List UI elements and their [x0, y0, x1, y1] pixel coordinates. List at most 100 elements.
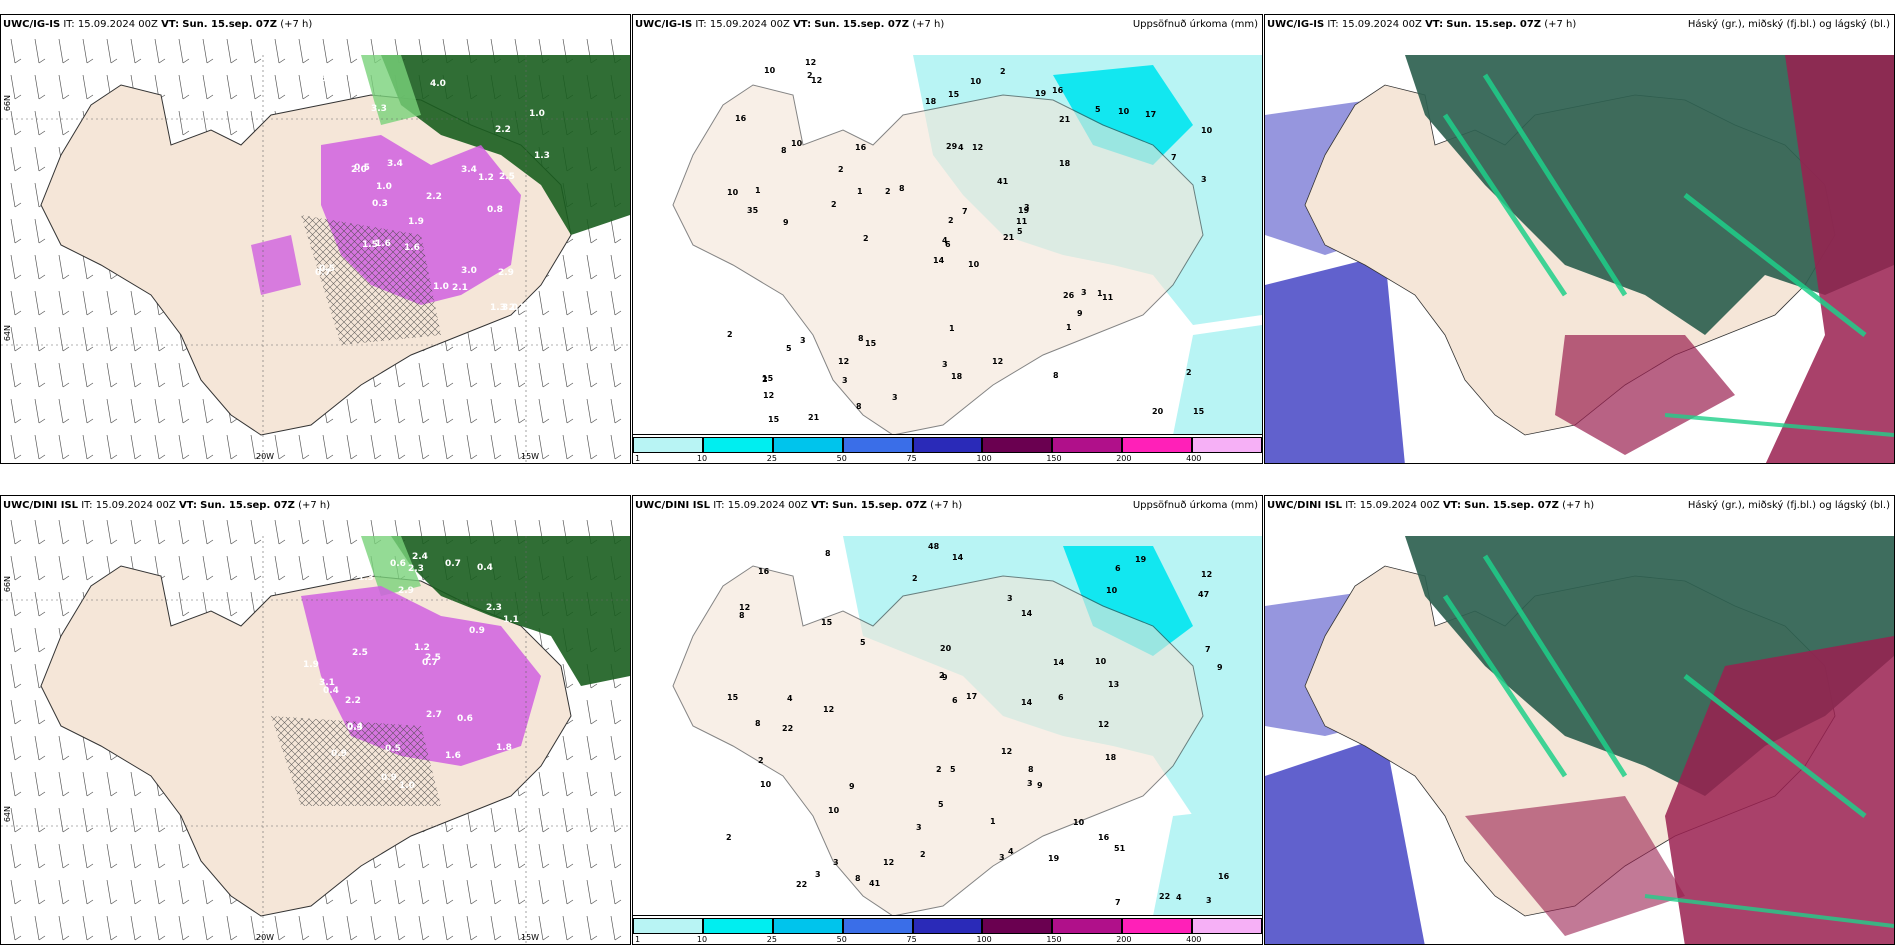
precip-value: 48 — [928, 542, 940, 551]
precip-value: 5 — [786, 344, 792, 353]
precip-value: 9 — [1217, 663, 1223, 672]
precip-value: 12 — [1201, 570, 1212, 579]
snow-value: 2.3 — [408, 564, 424, 574]
precip-value: 2 — [936, 765, 942, 774]
snow-value: 1.6 — [445, 751, 461, 761]
cloud-map — [1265, 516, 1894, 944]
precip-value: 8 — [755, 719, 761, 728]
precip-value: 13 — [1108, 680, 1119, 689]
colorbar-tick: 150 — [1046, 935, 1062, 944]
precip-value: 41 — [997, 177, 1009, 186]
precip-colorbar: 1 10 25 50 75 100 150 200 400 — [633, 434, 1262, 463]
precip-value: 18 — [1105, 753, 1117, 762]
precip-value: 14 — [933, 256, 945, 265]
precip-value: 5 — [1017, 227, 1023, 236]
snow-value: 1.5 — [362, 240, 378, 250]
colorbar-tick: 400 — [1186, 935, 1202, 944]
snow-value: 2.3 — [486, 603, 502, 613]
snow-value: 4.0 — [430, 79, 446, 89]
precip-value: 19 — [1135, 555, 1147, 564]
precip-value: 17 — [1145, 110, 1156, 119]
precip-value: 8 — [1028, 765, 1034, 774]
precip-value: 6 — [952, 696, 958, 705]
cloud-title: Háský (gr.), miðský (fj.bl.) og lágský (… — [1687, 19, 1890, 30]
precip-value: 21 — [808, 413, 820, 422]
snow-value: 2.2 — [495, 125, 511, 135]
precip-value: 2 — [838, 165, 844, 174]
precip-value: 9 — [783, 218, 789, 227]
precip-value: 2 — [1186, 368, 1192, 377]
snow-value: 0.7 — [445, 559, 461, 569]
snow-value: 0.3 — [372, 199, 388, 209]
precip-value: 5 — [938, 800, 944, 809]
precip-value: 15 — [865, 339, 877, 348]
precip-value: 3 — [800, 336, 806, 345]
colorbar-tick: 50 — [836, 454, 847, 463]
precip-value: 12 — [883, 858, 894, 867]
precip-value: 10 — [1095, 657, 1107, 666]
colorbar-cell — [982, 918, 1053, 934]
precip-value: 14 — [952, 553, 964, 562]
precip-value: 4 — [1008, 847, 1014, 856]
precip-value: 8 — [1053, 371, 1059, 380]
snow-value: 2.1 — [452, 283, 468, 293]
snow-value: 0.4 — [323, 686, 339, 696]
colorbar-tick: 75 — [906, 935, 917, 944]
precip-value: 16 — [855, 143, 867, 152]
precip-value: 21 — [1003, 233, 1015, 242]
panel-header: UWC/IG-IS IT: 15.09.2024 00Z VT: Sun. 15… — [1267, 19, 1577, 30]
precip-value: 1 — [857, 187, 863, 196]
precip-value: 1 — [1066, 323, 1072, 332]
precip-value: 26 — [1063, 291, 1075, 300]
snow-value: 3.1 — [319, 678, 335, 688]
precip-value: 41 — [869, 879, 881, 888]
panel-header: UWC/DINI ISL IT: 15.09.2024 00Z VT: Sun.… — [635, 500, 963, 511]
precip-value: 14 — [1021, 698, 1033, 707]
colorbar-tick: 400 — [1186, 454, 1202, 463]
colorbar-cell — [702, 918, 773, 934]
colorbar-cell — [772, 918, 843, 934]
precip-map: 15 14 10 12 12 22 22 14 20 19 17 18 48 8 15 10 4 8 12 5 10 51… — [633, 516, 1262, 916]
colorbar-tick: 200 — [1116, 454, 1132, 463]
snow-value: 1.0 — [433, 282, 449, 292]
precip-value: 16 — [1052, 86, 1064, 95]
colorbar-cell — [1122, 437, 1193, 453]
snow-value: 1.0 — [529, 109, 545, 119]
colorbar-tick: 200 — [1116, 935, 1132, 944]
snow-value: 2.9 — [498, 268, 514, 278]
snow-pink-area — [301, 586, 541, 766]
precip-value: 10 — [727, 188, 739, 197]
precip-value: 29 — [946, 142, 958, 151]
precip-value: 3 — [1027, 779, 1033, 788]
snow-value: 1.2 — [414, 643, 430, 653]
precip-value: 4 — [958, 143, 964, 152]
colorbar-tick: 10 — [696, 935, 708, 944]
precip-value: 3 — [842, 376, 848, 385]
precip-value: 3 — [892, 393, 898, 402]
precip-value: 4 — [787, 694, 793, 703]
precip-value: 2 — [727, 330, 733, 339]
precip-panel-row2: UWC/DINI ISL IT: 15.09.2024 00Z VT: Sun.… — [632, 495, 1263, 945]
precip-value: 12 — [972, 143, 983, 152]
precip-value: 3 — [942, 360, 948, 369]
precip-value: 12 — [823, 705, 834, 714]
colorbar-cell — [1192, 918, 1262, 934]
snow-value: 0.8 — [487, 205, 503, 215]
precip-value: 10 — [1106, 586, 1118, 595]
colorbar-cell — [702, 437, 773, 453]
precip-value: 16 — [758, 567, 770, 576]
precip-value: 22 — [782, 724, 793, 733]
precip-value: 2 — [863, 234, 869, 243]
precip-value: 18 — [951, 372, 963, 381]
precip-value: 1 — [1097, 289, 1103, 298]
snow-value: 1.2 — [478, 173, 494, 183]
precip-value: 10 — [968, 260, 980, 269]
colorbar-tick: 150 — [1046, 454, 1062, 463]
precip-value: 2 — [939, 671, 945, 680]
precip-value: 5 — [1095, 105, 1101, 114]
precip-value: 19 — [1035, 89, 1047, 98]
snow-value: 0.6 — [457, 714, 473, 724]
precip-value: 7 — [962, 207, 968, 216]
precip-value: 15 — [762, 374, 774, 383]
precip-value: 22 — [1159, 892, 1170, 901]
